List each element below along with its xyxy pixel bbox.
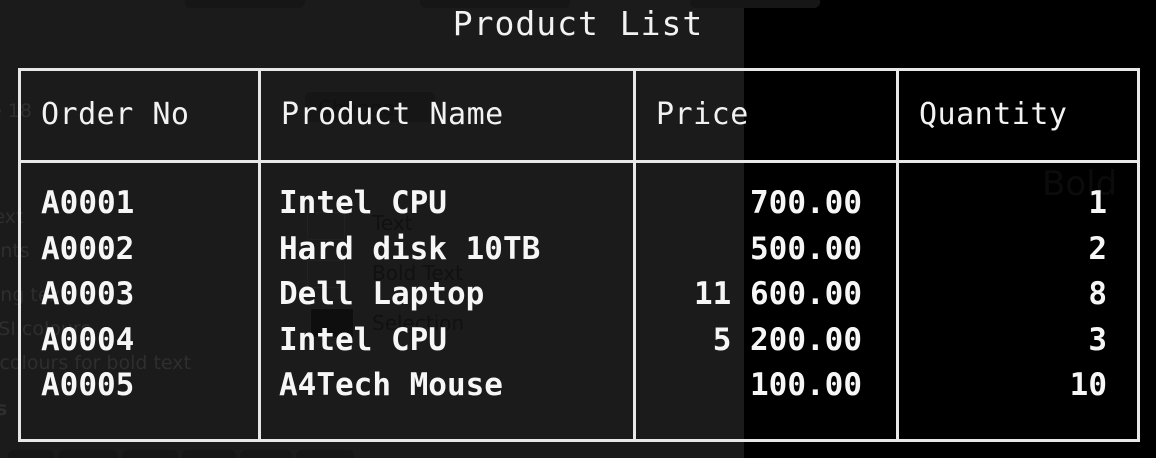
column-separator-2-body — [633, 163, 636, 439]
cell-price: 500.00 — [750, 230, 862, 267]
column-separator-3 — [896, 71, 899, 160]
background-left-panel — [0, 0, 744, 458]
cell-quantity: 8 — [1088, 276, 1107, 312]
product-table: Order No Product Name Price Quantity A00… — [18, 68, 1140, 442]
cell-product-name: Intel CPU — [279, 321, 447, 358]
table-row: A0005 A4Tech Mouse 100.00 10 — [21, 361, 1137, 407]
table-header-row: Order No Product Name Price Quantity — [21, 71, 1137, 163]
column-separator-1-body — [258, 163, 261, 439]
column-header-price: Price — [656, 97, 749, 132]
cell-order-no: A0005 — [41, 367, 135, 403]
cell-product-name: Hard disk 10TB — [279, 230, 541, 267]
cell-quantity: 10 — [1069, 367, 1107, 403]
cell-quantity: 1 — [1088, 185, 1107, 221]
table-body: A0001 Intel CPU 700.00 1 A0002 Hard disk 10TB… — [21, 163, 1137, 439]
table-row: A0002 Hard disk 10TB 500.00 2 — [21, 225, 1137, 271]
column-separator-1 — [258, 71, 261, 160]
table-row: A0004 Intel CPU 5 200.00 3 — [21, 316, 1137, 362]
cell-product-name: Dell Laptop — [279, 276, 485, 312]
column-header-quantity: Quantity — [919, 97, 1068, 132]
table-row: A0003 Dell Laptop 11 600.00 8 — [21, 270, 1137, 316]
cell-product-name: A4Tech Mouse — [279, 367, 503, 403]
background-right-panel — [744, 0, 1156, 458]
cell-price: 11 600.00 — [694, 276, 862, 312]
column-separator-3-body — [896, 163, 899, 439]
cell-quantity: 2 — [1088, 230, 1107, 267]
cell-order-no: A0001 — [41, 185, 135, 221]
page-title: Product List — [452, 4, 704, 43]
column-separator-2 — [633, 71, 636, 160]
column-header-order-no: Order No — [41, 97, 190, 132]
cell-quantity: 3 — [1088, 321, 1107, 358]
cell-order-no: A0002 — [41, 230, 135, 267]
table-row: A0001 Intel CPU 700.00 1 — [21, 179, 1137, 225]
cell-order-no: A0003 — [41, 276, 135, 312]
column-header-product-name: Product Name — [281, 97, 504, 132]
cell-product-name: Intel CPU — [279, 185, 447, 221]
cell-price: 5 200.00 — [712, 321, 862, 358]
cell-price: 100.00 — [750, 367, 862, 403]
cell-order-no: A0004 — [41, 321, 135, 358]
cell-price: 700.00 — [750, 185, 862, 221]
